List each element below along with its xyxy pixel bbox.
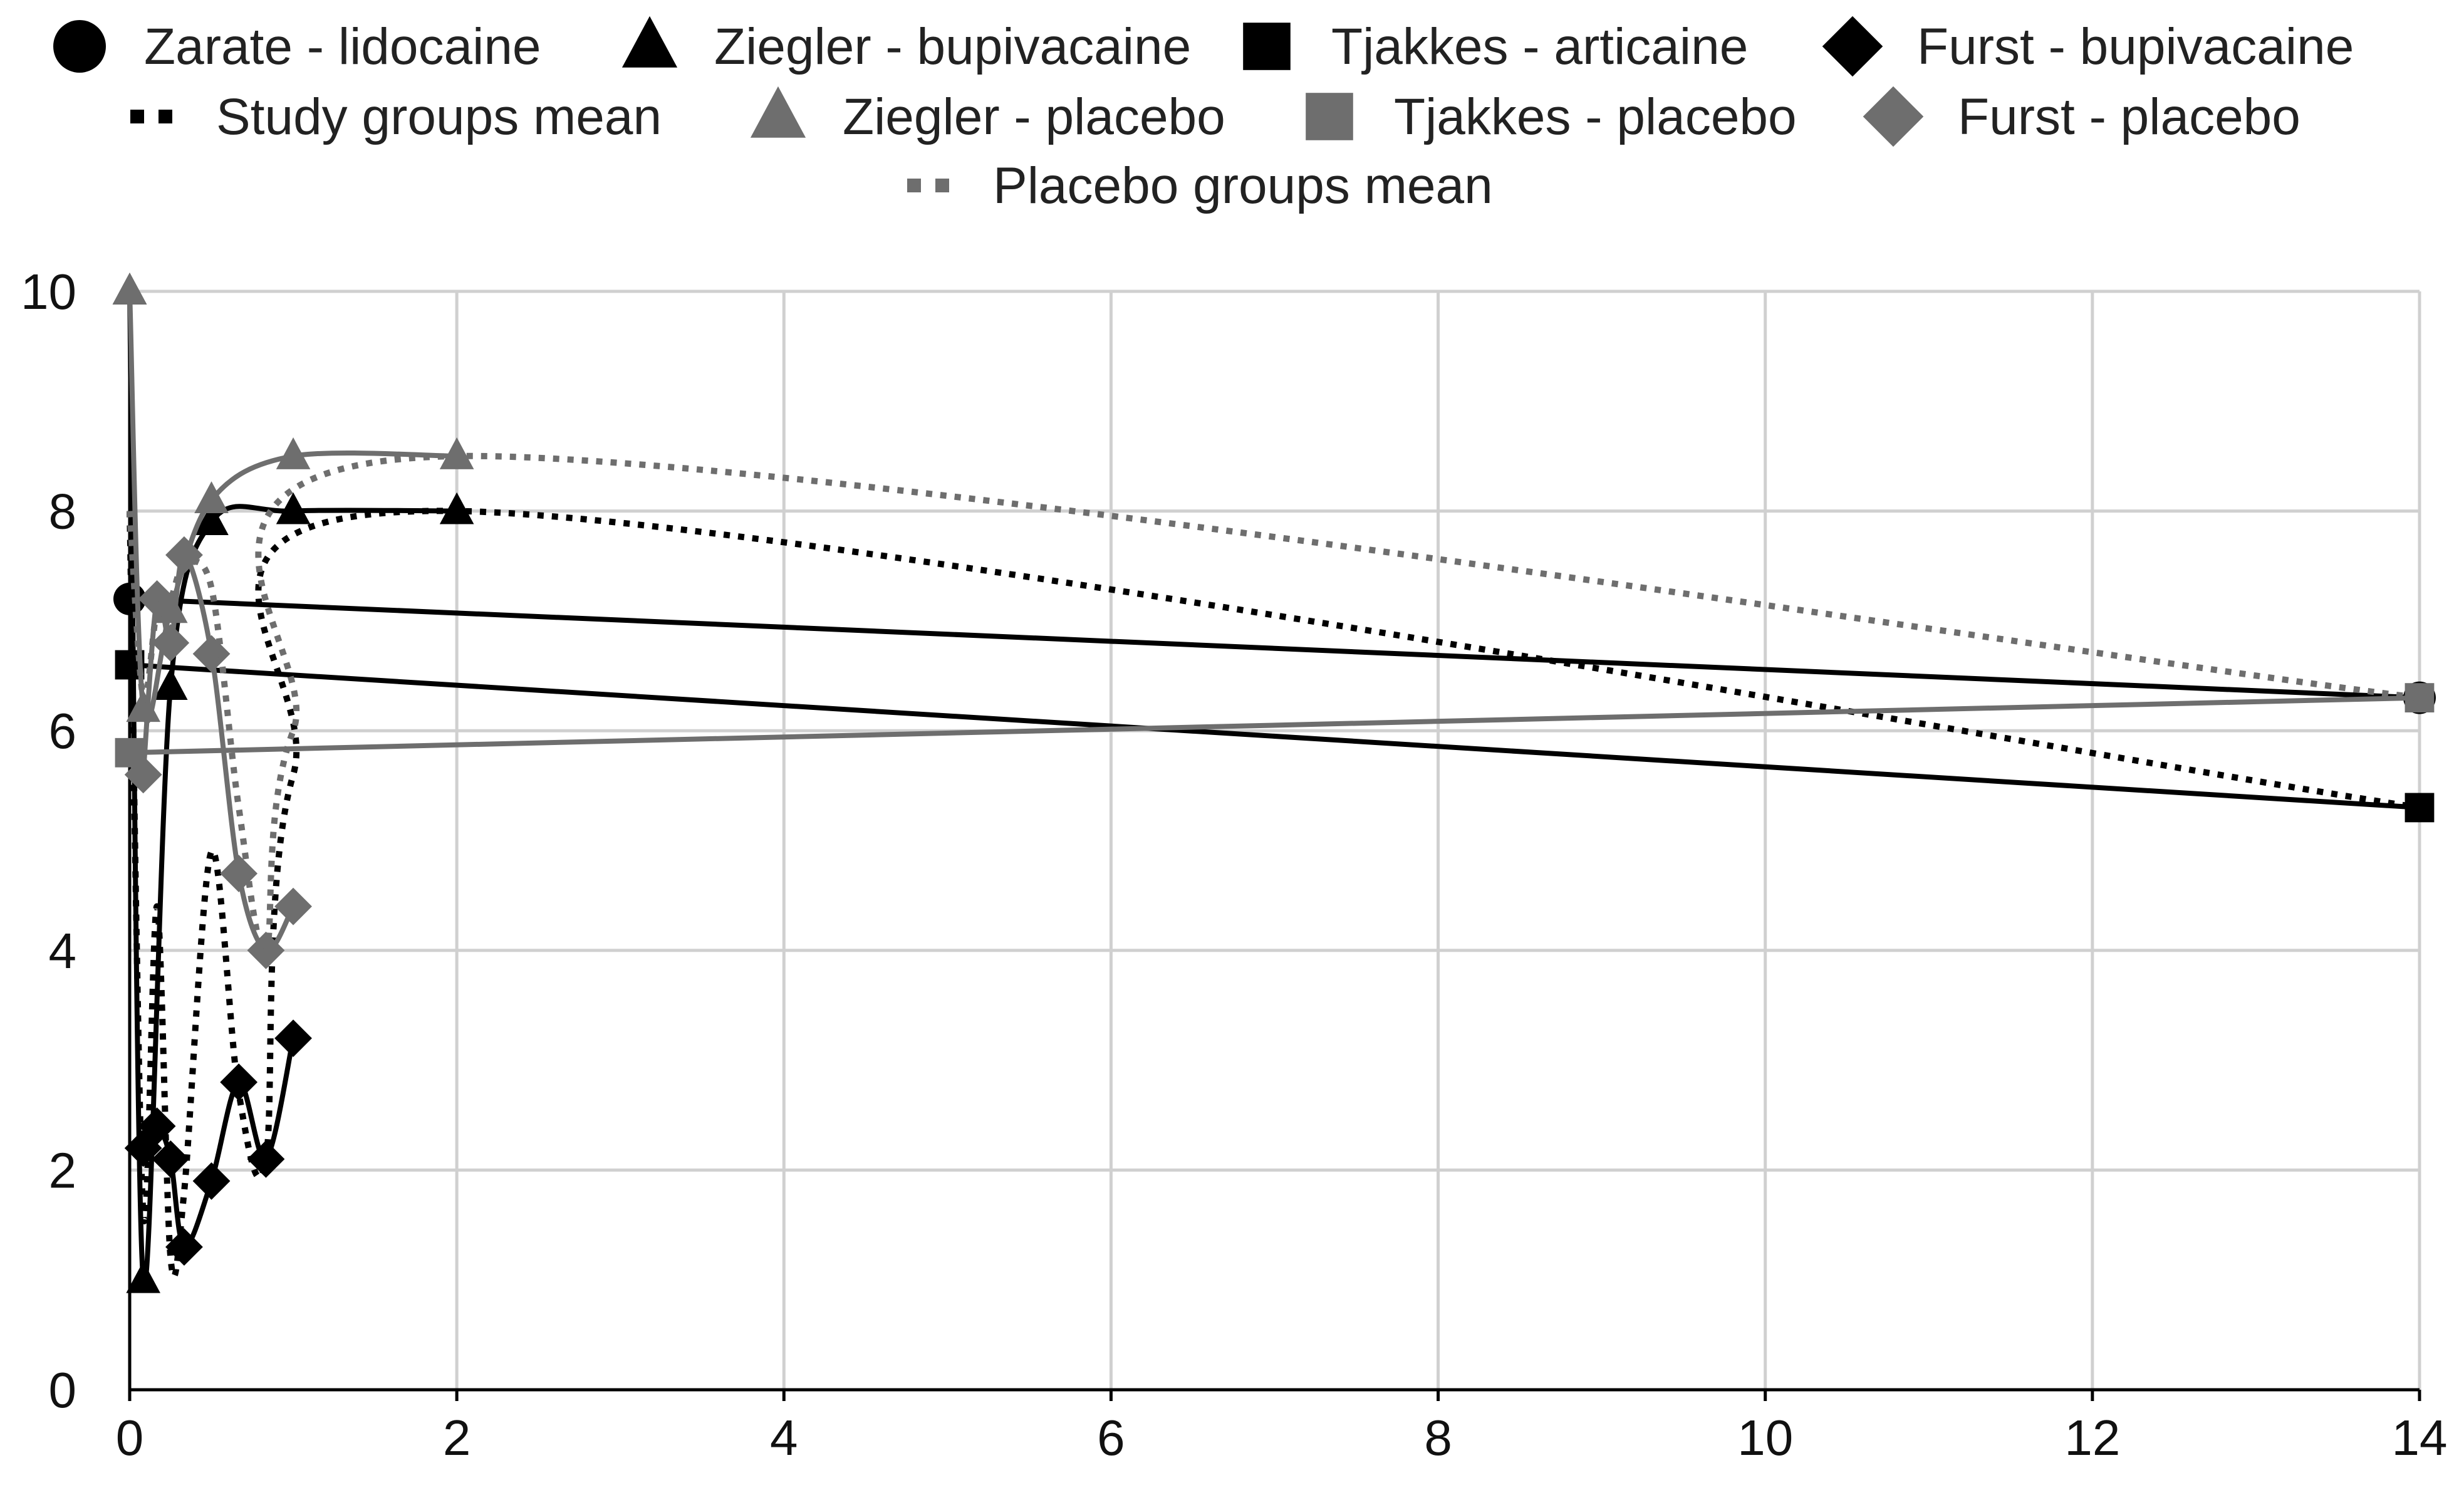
legend-item-study-groups-mean: Study groups mean (130, 88, 662, 145)
x-tick-label: 10 (1737, 1410, 1793, 1466)
data-point-ziegler-bupivacaine (126, 1261, 160, 1293)
legend-label: Zarate - lidocaine (144, 18, 541, 75)
legend-marker (621, 16, 678, 68)
data-point-ziegler-bupivacaine (276, 492, 311, 524)
legend-swatch (907, 179, 921, 192)
legend-marker (750, 86, 806, 138)
series-layer (112, 273, 2436, 1293)
data-point-furst-bupivacaine (165, 1228, 203, 1266)
legend-label: Tjakkes - articaine (1331, 18, 1748, 75)
series-zarate-lidocaine (113, 582, 2436, 714)
legend-label: Furst - bupivacaine (1917, 18, 2354, 75)
x-tick-label: 14 (2392, 1410, 2448, 1466)
y-tick-label: 8 (49, 484, 77, 539)
series-line-study-groups-mean (127, 508, 2420, 1279)
data-point-furst-placebo (192, 635, 231, 673)
data-point-furst-bupivacaine (152, 1140, 190, 1178)
legend-marker (53, 20, 106, 73)
data-point-furst-placebo (152, 624, 190, 662)
axes (128, 291, 2421, 1401)
legend: Zarate - lidocaine Ziegler - bupivacaine T… (53, 16, 2354, 214)
legend-item-furst-placebo: Furst - placebo (1863, 86, 2300, 147)
y-tick-label: 0 (49, 1362, 77, 1418)
series-study-groups-mean (127, 508, 2420, 1279)
legend-item-zarate-lidocaine: Zarate - lidocaine (53, 18, 541, 75)
data-point-ziegler-bupivacaine (194, 503, 229, 536)
legend-item-furst-bupivacaine: Furst - bupivacaine (1822, 16, 2354, 77)
series-line-placebo-groups-mean (127, 452, 2420, 955)
x-tick-label: 8 (1424, 1410, 1452, 1466)
data-point-ziegler-placebo (194, 481, 229, 513)
data-point-ziegler-bupivacaine (153, 668, 188, 701)
data-point-ziegler-placebo (276, 437, 311, 469)
y-tick-label: 6 (49, 703, 77, 759)
series-placebo-groups-mean (127, 452, 2420, 955)
data-point-ziegler-placebo (126, 690, 160, 722)
data-point-furst-bupivacaine (220, 1063, 258, 1102)
series-line-tjakkes-placebo (129, 695, 2420, 756)
data-point-furst-placebo (138, 580, 176, 618)
legend-label: Tjakkes - placebo (1394, 88, 1797, 145)
legend-item-tjakkes-placebo: Tjakkes - placebo (1306, 88, 1797, 145)
grid (130, 289, 2421, 1390)
legend-label: Study groups mean (216, 88, 662, 145)
legend-label: Ziegler - placebo (843, 88, 1225, 145)
legend-item-placebo-groups-mean: Placebo groups mean (907, 157, 1493, 214)
legend-label: Placebo groups mean (993, 157, 1493, 214)
x-tick-label: 12 (2064, 1410, 2120, 1466)
series-line-tjakkes-articaine (129, 662, 2420, 810)
legend-marker (1306, 93, 1353, 140)
legend-swatch (159, 110, 172, 123)
legend-item-ziegler-bupivacaine: Ziegler - bupivacaine (621, 16, 1191, 75)
legend-swatch (935, 179, 949, 192)
legend-label: Furst - placebo (1958, 88, 2300, 145)
x-tick-label: 0 (116, 1410, 144, 1466)
data-point-furst-placebo (220, 855, 258, 892)
data-point-ziegler-placebo (112, 273, 147, 305)
series-tjakkes-articaine (115, 650, 2435, 823)
data-point-furst-bupivacaine (274, 1019, 312, 1057)
x-tick-label: 6 (1097, 1410, 1125, 1466)
x-tick-label: 4 (770, 1410, 798, 1466)
series-line-zarate-lidocaine (129, 596, 2420, 701)
y-tick-label: 4 (49, 923, 77, 979)
tick-labels: 0 2 4 6 8 10 12 14 0 2 4 6 8 10 (21, 264, 2447, 1466)
legend-marker (1243, 23, 1291, 70)
legend-label: Ziegler - bupivacaine (714, 18, 1191, 75)
legend-item-ziegler-placebo: Ziegler - placebo (750, 86, 1225, 145)
data-point-furst-placebo (274, 887, 312, 925)
series-tjakkes-placebo (115, 683, 2435, 768)
y-tick-label: 2 (49, 1142, 77, 1198)
legend-swatch (130, 110, 144, 123)
data-point-tjakkes-placebo (2404, 683, 2435, 713)
legend-item-tjakkes-articaine: Tjakkes - articaine (1243, 18, 1748, 75)
y-tick-label: 10 (21, 264, 76, 320)
data-point-furst-placebo (124, 756, 162, 794)
legend-marker (1822, 16, 1883, 77)
data-point-furst-bupivacaine (192, 1162, 231, 1200)
legend-marker (1863, 86, 1924, 147)
x-tick-label: 2 (443, 1410, 471, 1466)
